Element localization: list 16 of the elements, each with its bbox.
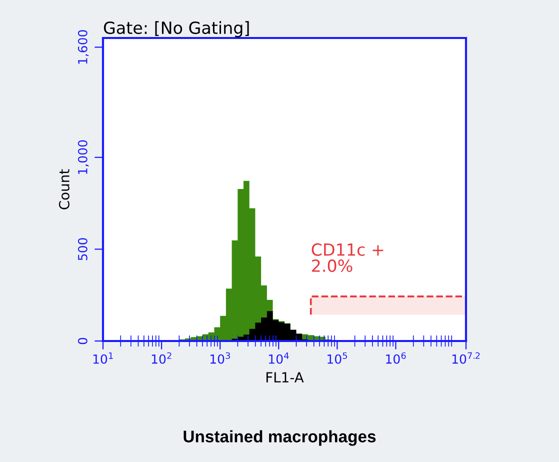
x-tick-label: 10$^{6}$ [386, 352, 406, 364]
y-tick-label: 1,600 [78, 30, 89, 64]
x-tick-label: 10$^{5}$ [328, 352, 348, 364]
x-tick-label: 10$^{7.2}$ [452, 352, 480, 364]
x-tick-label: 10$^{1}$ [93, 352, 113, 364]
text: Unstained macrophages [184, 430, 376, 446]
y-tick-label: 1,000 [78, 140, 89, 174]
y-axis-title: Count [58, 169, 70, 210]
x-tick-label: 10$^{4}$ [269, 352, 289, 364]
x-tick-label: 10$^{2}$ [152, 352, 172, 364]
y-tick-label: 0 [78, 338, 88, 344]
x-axis-title: FL1-A [266, 372, 304, 382]
x-tick-label: 10$^{3}$ [210, 352, 230, 364]
y-tick-label: 500 [78, 238, 88, 260]
band-label: CD11c + 2.0% [312, 243, 384, 272]
chart-title: Gate: [No Gating] [104, 21, 249, 38]
